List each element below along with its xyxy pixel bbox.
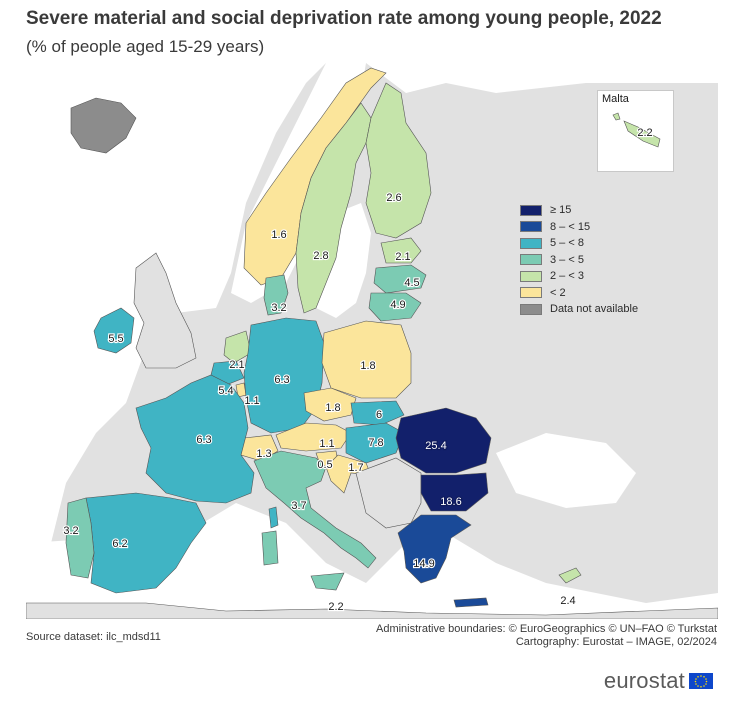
legend-row: 8 – < 15 [520,219,638,236]
brand-wordmark: eurostat [603,668,685,693]
label-germany: 6.3 [274,374,289,386]
label-spain: 6.2 [112,538,127,550]
legend-row: 3 – < 5 [520,252,638,269]
label-estonia: 2.1 [395,251,410,263]
legend-swatch [520,254,542,266]
legend-swatch [520,303,542,315]
region-iceland[interactable] [70,97,137,154]
label-italy: 3.7 [291,500,306,512]
region-lithuania[interactable] [368,292,422,322]
label-cyprus: 2.4 [560,595,575,607]
region-poland[interactable] [321,320,412,399]
label-slovakia: 6 [376,409,382,421]
sea-black [496,433,636,508]
legend-row: ≥ 15 [520,202,638,219]
legend-label: Data not available [550,303,639,316]
region-denmark[interactable] [263,274,289,316]
label-france: 6.3 [196,434,211,446]
region-ireland[interactable] [93,307,135,354]
legend-swatch [520,221,542,233]
credits: Administrative boundaries: © EuroGeograp… [376,623,717,649]
legend-row: < 2 [520,285,638,302]
label-slovenia: 0.5 [317,459,332,471]
label-latvia: 4.5 [404,277,419,289]
region-gozo[interactable] [612,112,621,121]
label-norway: 1.6 [271,229,286,241]
label-switzerland: 1.3 [256,448,271,460]
malta-shape: 2.2 [612,112,661,148]
legend-row: Data not available [520,301,638,318]
label-denmark: 3.2 [271,302,286,314]
region-sweden[interactable] [295,102,372,314]
sea-atlantic [26,63,326,619]
label-portugal: 3.2 [63,525,78,537]
region-greece[interactable] [397,514,472,584]
legend-label: ≥ 15 [550,204,572,217]
label-luxembourg: 1.1 [244,395,259,407]
region-balkans [355,457,422,529]
map-title: Severe material and social deprivation r… [26,8,662,29]
label-malta-inset: 2.2 [637,127,652,139]
map-legend: ≥ 15 8 – < 15 5 – < 8 3 – < 5 2 – < 3 < … [520,202,638,318]
region-czechia[interactable] [303,387,357,422]
label-finland: 2.6 [386,192,401,204]
map-subtitle: (% of people aged 15-29 years) [26,37,265,56]
region-romania[interactable] [395,407,492,474]
legend-swatch [520,204,542,216]
legend-label: 8 – < 15 [550,220,591,233]
region-crete[interactable] [453,597,489,608]
region-portugal[interactable] [65,497,95,579]
legend-label: 5 – < 8 [550,237,584,250]
legend-label: 2 – < 3 [550,270,584,283]
label-belgium: 5.4 [218,385,233,397]
label-poland: 1.8 [360,360,375,372]
region-italy[interactable] [253,450,377,569]
malta-inset: Malta 2.2 [597,90,674,172]
region-sardinia[interactable] [261,530,279,566]
region-cyprus[interactable] [558,567,582,584]
label-netherlands: 2.1 [229,359,244,371]
label-bulgaria: 18.6 [440,496,461,508]
region-corsica[interactable] [268,506,279,529]
region-croatia[interactable] [325,454,372,494]
region-slovakia[interactable] [350,400,405,426]
region-france[interactable] [135,374,255,504]
legend-label: 3 – < 5 [550,253,584,266]
label-greece: 14.9 [413,558,434,570]
legend-label: < 2 [550,286,566,299]
label-malta-main: 2.2 [328,601,343,613]
source-dataset: Source dataset: ilc_mdsd11 [26,631,161,643]
region-malta[interactable] [623,120,661,148]
eurostat-logo: eurostat [604,668,713,694]
label-croatia: 1.7 [348,462,363,474]
label-lithuania: 4.9 [390,299,405,311]
sea-baltic [316,203,371,318]
region-north-africa [26,602,718,619]
legend-swatch [520,237,542,249]
sea-arctic [366,63,718,93]
region-bulgaria[interactable] [420,472,489,512]
label-ireland: 5.5 [108,333,123,345]
label-austria: 1.1 [319,438,334,450]
region-hungary[interactable] [345,422,405,464]
eu-flag-icon [689,673,713,689]
legend-swatch [520,287,542,299]
region-finland[interactable] [365,82,432,239]
cartography-credit: Cartography: Eurostat – IMAGE, 02/2024 [515,636,717,648]
boundaries-credit: Administrative boundaries: © EuroGeograp… [375,623,717,635]
region-estonia[interactable] [380,237,422,264]
label-romania: 25.4 [425,440,446,452]
label-hungary: 7.8 [368,437,383,449]
label-czechia: 1.8 [325,402,340,414]
inset-title: Malta [602,93,629,105]
region-sicily[interactable] [310,572,345,591]
region-uk [133,252,197,369]
legend-row: 2 – < 3 [520,268,638,285]
legend-row: 5 – < 8 [520,235,638,252]
label-sweden: 2.8 [313,250,328,262]
region-netherlands[interactable] [223,330,252,364]
legend-swatch [520,270,542,282]
region-latvia[interactable] [373,264,427,294]
